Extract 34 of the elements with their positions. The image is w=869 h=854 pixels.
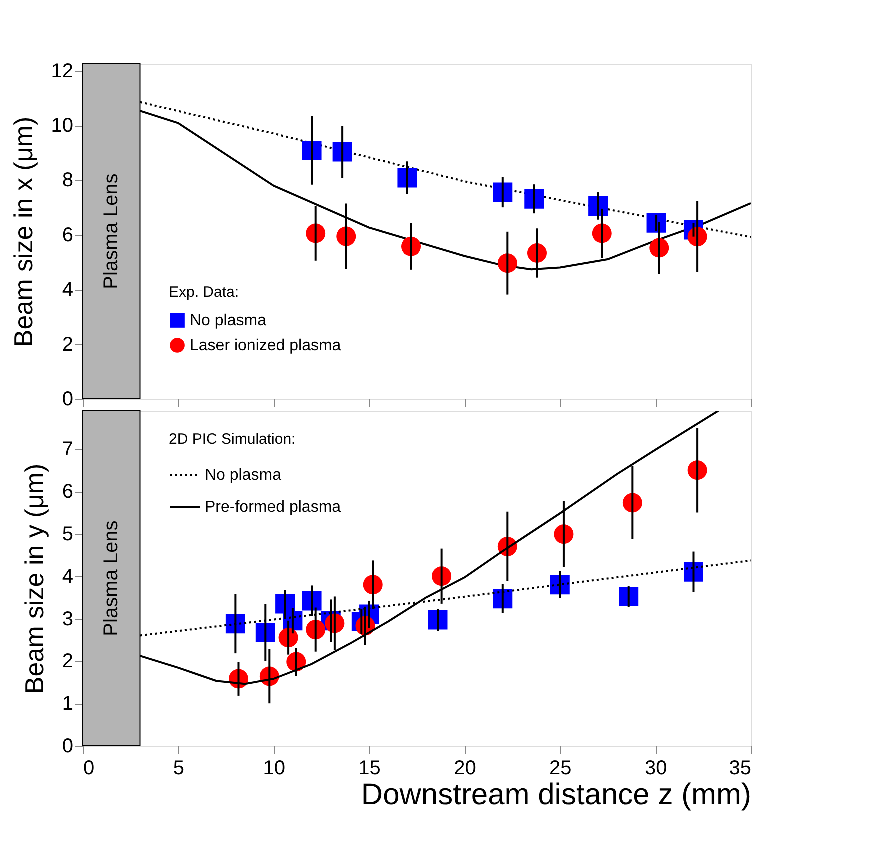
x-tick-label: 10 — [263, 758, 286, 780]
legend-label: Laser ionized plasma — [190, 338, 342, 354]
x-tick-label: 35 — [729, 758, 752, 780]
y-axis-title: Beam size in y (μm) — [19, 464, 50, 694]
y-tick-label: 2 — [62, 650, 74, 673]
x-tick-label: 0 — [84, 758, 95, 780]
y-tick-label: 12 — [51, 60, 74, 82]
y-tick-label: 6 — [62, 481, 74, 504]
y-tick-label: 10 — [51, 115, 74, 138]
x-tick-label: 25 — [550, 758, 572, 780]
band-label: Plasma Lens — [100, 520, 123, 636]
y-tick-label: 0 — [62, 736, 74, 758]
legend-title: Exp. Data: — [169, 284, 240, 301]
x-tick-label: 15 — [358, 758, 381, 780]
y-tick-label: 6 — [62, 224, 74, 246]
y-tick-label: 2 — [62, 334, 74, 356]
y-tick-label: 4 — [62, 566, 74, 588]
y-tick-label: 0 — [62, 388, 74, 410]
legend-label: Pre-formed plasma — [205, 499, 342, 516]
y-axis-title: Beam size in x (μm) — [8, 116, 38, 348]
y-tick-label: 8 — [62, 170, 74, 192]
x-tick-label: 30 — [644, 758, 668, 780]
legend-label: No plasma — [205, 467, 282, 484]
x-axis-title: Downstream distance z (mm) — [361, 778, 752, 812]
band-label: Plasma Lens — [100, 174, 123, 290]
y-tick-label: 4 — [62, 279, 74, 302]
y-tick-label: 3 — [62, 608, 74, 630]
y-tick-label: 5 — [62, 523, 74, 546]
x-tick-label: 5 — [173, 758, 184, 780]
y-tick-label: 7 — [62, 438, 74, 461]
x-tick-label: 20 — [454, 758, 476, 780]
y-tick-label: 1 — [62, 693, 74, 716]
legend-label: No plasma — [190, 312, 267, 330]
legend-title: 2D PIC Simulation: — [169, 431, 296, 448]
